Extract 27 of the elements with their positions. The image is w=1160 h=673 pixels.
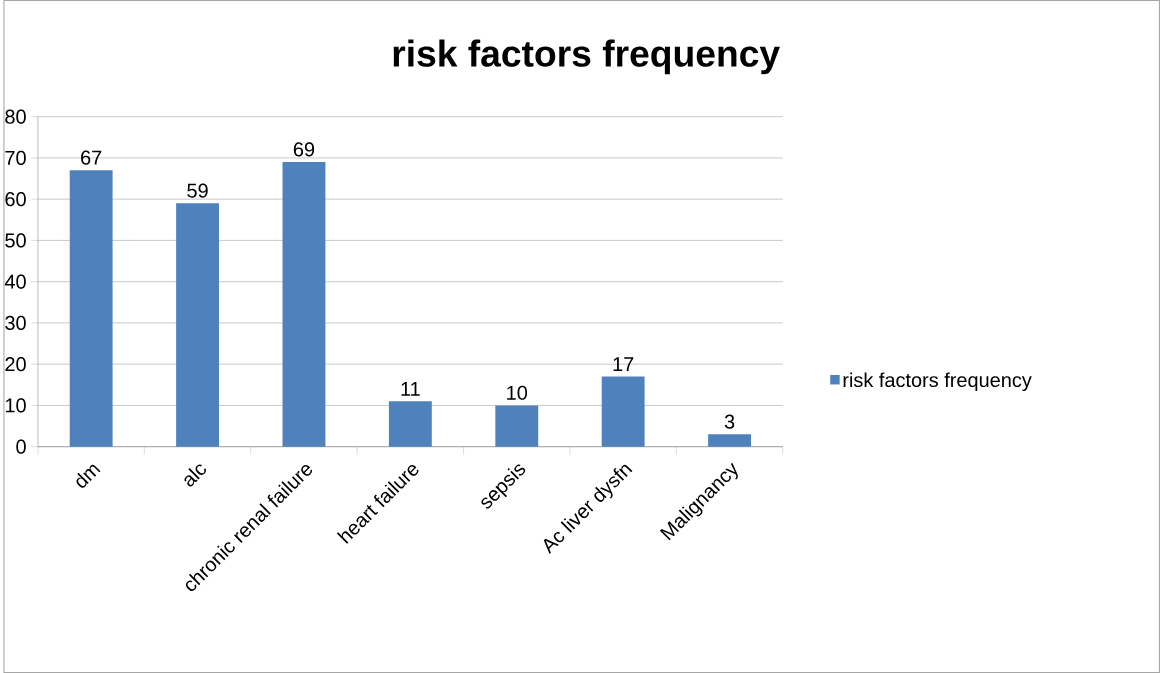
data-label: 69 (293, 142, 315, 157)
data-label: 11 (401, 381, 420, 396)
data-label: 67 (81, 150, 102, 165)
y-tick-label: 40 (4, 274, 26, 289)
y-tick-label: 50 (5, 233, 26, 248)
x-tick-label: alc (184, 464, 206, 487)
data-label: 17 (613, 357, 634, 371)
data-label: 10 (507, 385, 528, 400)
x-tick-label: dm (76, 464, 101, 488)
bar (601, 376, 645, 447)
y-tick-label: 60 (5, 192, 26, 207)
bar (388, 401, 432, 447)
data-label: 3 (724, 414, 735, 429)
y-tick-label: 30 (5, 315, 26, 330)
chart-title: risk factors frequency (393, 39, 780, 75)
bar (708, 434, 751, 447)
bar (176, 203, 219, 447)
bar (69, 170, 113, 447)
y-tick-label: 0 (16, 439, 26, 454)
data-label: 59 (187, 183, 208, 198)
legend-label: risk factors frequency (843, 372, 1032, 392)
bar (495, 405, 539, 447)
y-tick-label: 20 (5, 357, 26, 372)
y-tick-label: 80 (5, 109, 26, 124)
y-tick-label: 70 (5, 150, 26, 165)
y-tick-label: 10 (5, 398, 26, 413)
bar (282, 162, 326, 447)
